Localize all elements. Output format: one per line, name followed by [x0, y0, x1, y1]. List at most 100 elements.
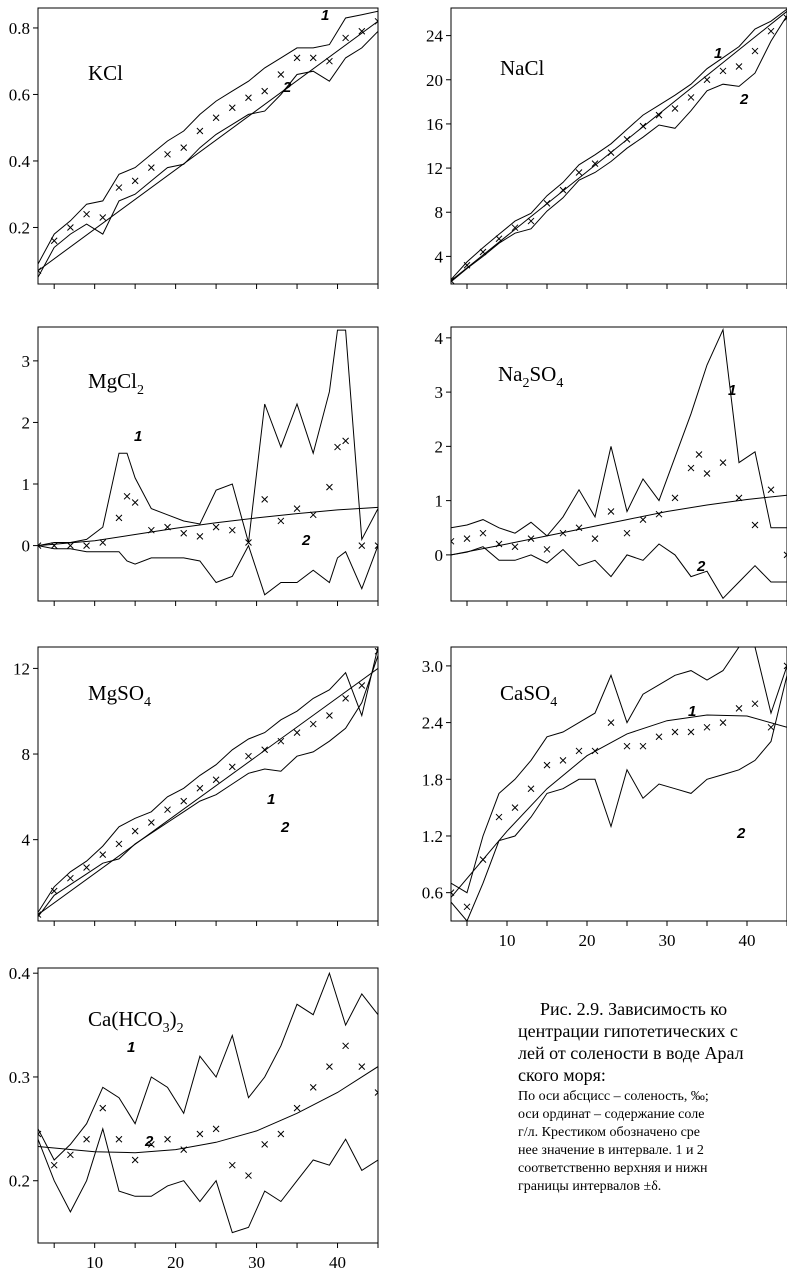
mean-point [703, 76, 711, 84]
mean-point [38, 542, 42, 549]
plot-area [451, 327, 787, 600]
y-tick-label: 1 [435, 492, 444, 511]
mean-point [212, 776, 220, 784]
upper-bound-line [38, 329, 378, 547]
y-tick-label: 0.2 [9, 218, 30, 237]
mean-point [463, 903, 471, 911]
mean-point [655, 733, 663, 741]
series-label-upper: 1 [134, 428, 142, 445]
mean-point [131, 827, 139, 835]
mean-point [655, 111, 663, 119]
y-tick-label: 2 [22, 413, 31, 432]
series-label-upper: 1 [321, 7, 329, 24]
caption-note-line: г/л. Крестиком обозначено сре [518, 1125, 700, 1140]
chart-panel: 0.6 1.2 1.8 2.4 3.0 10 20 30 40 CaSO4 1 2 [422, 646, 787, 950]
mean-point [99, 1104, 107, 1112]
x-tick-label: 30 [248, 1253, 265, 1272]
plot-area [38, 971, 378, 1234]
mean-point [374, 647, 378, 655]
mean-point [180, 529, 188, 537]
mean-point [67, 874, 74, 882]
plot-frame [450, 646, 787, 922]
mean-point [342, 437, 349, 445]
caption-note-line: нее значение в интервале. 1 и 2 [518, 1143, 704, 1158]
mean-point [309, 1083, 317, 1091]
mean-point [358, 27, 366, 35]
plot-frame [37, 646, 379, 922]
chart-title: Na2SO4 [498, 362, 563, 391]
mean-point [527, 217, 535, 225]
mean-point [180, 797, 188, 805]
y-tick-label: 0 [22, 537, 31, 556]
series-label-lower: 2 [280, 819, 290, 836]
mean-point [261, 496, 269, 503]
mean-point [687, 728, 695, 736]
mean-point [261, 87, 269, 95]
mean-point [511, 224, 519, 232]
mean-point [196, 127, 204, 135]
caption-line: ского моря: [518, 1065, 606, 1085]
plot-frame [450, 326, 787, 602]
plot-frame [37, 7, 379, 285]
y-tick-label: 12 [426, 159, 443, 178]
mean-point [575, 747, 583, 755]
series-label-lower: 2 [736, 825, 746, 842]
y-tick-label: 0.4 [9, 964, 31, 983]
y-tick-label: 0.4 [9, 152, 31, 171]
y-tick-label: 16 [426, 115, 443, 134]
mean-point [751, 47, 759, 55]
y-tick-label: 20 [426, 71, 443, 90]
mean-point [703, 470, 711, 477]
mean-point [639, 516, 647, 523]
mean-point [115, 840, 123, 848]
lower-bound-line [38, 1126, 378, 1234]
chart-title: NaCl [500, 56, 544, 80]
y-tick-label: 0.8 [9, 19, 30, 38]
trend-line [38, 506, 378, 547]
y-tick-label: 24 [426, 27, 444, 46]
trend-line [451, 714, 787, 898]
mean-point [719, 67, 727, 75]
mean-point [164, 150, 171, 158]
mean-point [358, 1063, 366, 1070]
mean-point [131, 499, 139, 506]
upper-bound-line [38, 647, 378, 913]
mean-point [277, 737, 285, 745]
plot-frame [37, 967, 379, 1244]
caption-note-line: оси ординат – содержание соле [518, 1107, 705, 1122]
mean-point [115, 1135, 123, 1143]
mean-point [50, 542, 58, 549]
caption-note-line: границы интервалов ±δ. [518, 1179, 662, 1194]
mean-point [623, 529, 631, 537]
mean-point [50, 887, 58, 895]
x-tick-label: 10 [499, 931, 516, 950]
mean-point [671, 728, 679, 736]
mean-point [783, 551, 787, 559]
mean-point [99, 851, 107, 858]
mean-point [559, 757, 567, 764]
mean-point [607, 508, 615, 515]
figure-caption: Рис. 2.9. Зависимость ко центрации гипот… [518, 998, 787, 1196]
mean-point [623, 742, 631, 750]
mean-point [83, 210, 90, 218]
mean-point [293, 505, 301, 512]
mean-point [228, 526, 236, 534]
mean-point [212, 523, 220, 531]
y-tick-label: 8 [435, 203, 444, 222]
mean-point [559, 529, 567, 537]
chart-title: CaSO4 [500, 681, 557, 710]
upper-bound-line [451, 647, 787, 894]
mean-point [591, 160, 599, 168]
x-tick-label: 20 [579, 931, 596, 950]
mean-point [527, 785, 535, 793]
mean-point [511, 804, 519, 811]
mean-point [374, 1089, 378, 1096]
series-label-upper: 1 [267, 791, 275, 808]
x-tick-label: 40 [329, 1253, 346, 1272]
plot-area [38, 647, 378, 918]
x-tick-label: 40 [739, 931, 756, 950]
upper-bound-line [451, 8, 787, 280]
upper-bound-line [38, 10, 378, 265]
series-label-lower: 2 [739, 91, 749, 108]
x-tick-label: 20 [167, 1253, 184, 1272]
